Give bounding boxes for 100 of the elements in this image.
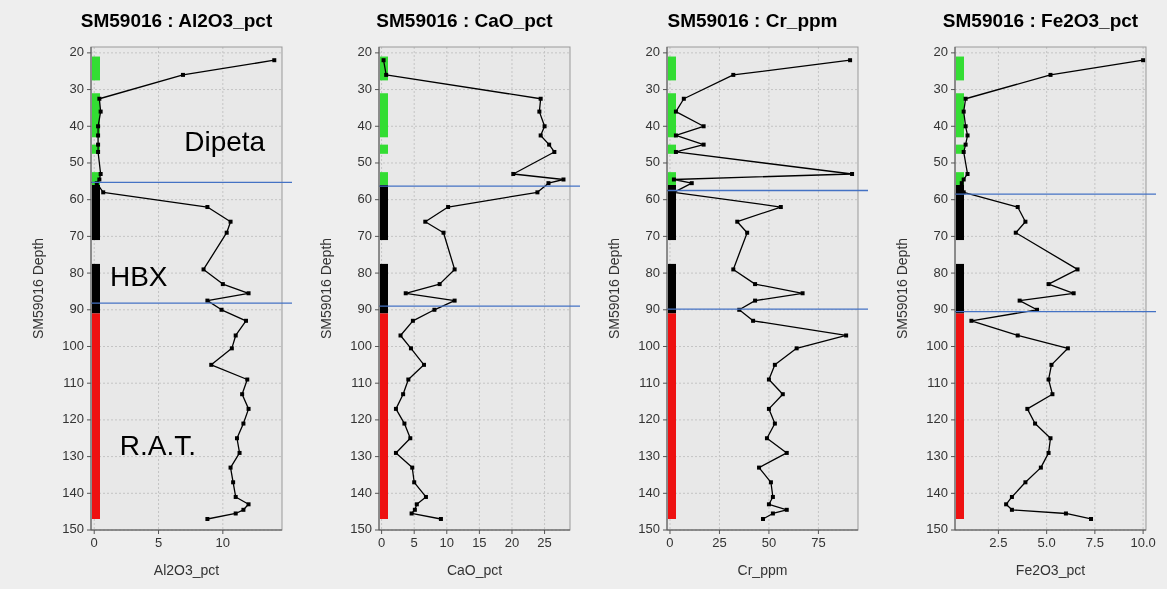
y-tick-label: 80 bbox=[357, 264, 372, 280]
y-tick-label: 40 bbox=[357, 117, 372, 133]
point bbox=[800, 291, 805, 296]
point bbox=[246, 502, 251, 507]
point bbox=[784, 507, 789, 512]
point bbox=[101, 190, 106, 195]
point bbox=[1015, 333, 1020, 338]
point bbox=[844, 333, 849, 338]
y-tick-label: 30 bbox=[645, 81, 660, 97]
y-tick-label: 100 bbox=[62, 337, 84, 353]
y-tick-label: 110 bbox=[63, 374, 84, 390]
x-tick-label: 2.5 bbox=[989, 535, 1008, 550]
point bbox=[780, 392, 785, 397]
y-tick-label: 110 bbox=[351, 374, 372, 390]
point bbox=[673, 149, 678, 154]
point bbox=[241, 421, 246, 426]
x-tick-label: 5 bbox=[410, 535, 418, 550]
y-tick-label: 150 bbox=[638, 521, 660, 537]
point bbox=[421, 362, 426, 367]
point bbox=[770, 511, 775, 516]
point bbox=[766, 502, 771, 507]
point bbox=[1050, 392, 1055, 397]
y-tick-label: 90 bbox=[357, 301, 372, 317]
y-tick-label: 60 bbox=[645, 191, 660, 207]
point bbox=[547, 142, 552, 147]
point bbox=[965, 171, 970, 176]
point bbox=[410, 465, 415, 470]
point bbox=[452, 267, 457, 272]
point bbox=[850, 171, 855, 176]
point bbox=[753, 282, 758, 287]
point bbox=[778, 205, 783, 210]
point bbox=[233, 494, 238, 499]
point bbox=[1048, 436, 1053, 441]
point bbox=[438, 516, 443, 521]
point bbox=[757, 465, 762, 470]
point bbox=[403, 291, 408, 296]
y-tick-label: 20 bbox=[69, 44, 84, 60]
point bbox=[1075, 267, 1080, 272]
point bbox=[219, 307, 224, 312]
point bbox=[96, 124, 101, 129]
y-tick-label: 80 bbox=[645, 264, 660, 280]
y-tick-label: 120 bbox=[926, 411, 948, 427]
point bbox=[98, 109, 103, 114]
y-tick-label: 120 bbox=[638, 411, 660, 427]
y-tick-label: 50 bbox=[357, 154, 372, 170]
y-tick-label: 40 bbox=[933, 117, 948, 133]
point bbox=[233, 333, 238, 338]
point bbox=[272, 58, 277, 63]
y-tick-label: 70 bbox=[357, 227, 372, 243]
point bbox=[963, 142, 968, 147]
point bbox=[398, 333, 403, 338]
point bbox=[228, 219, 233, 224]
point bbox=[423, 219, 428, 224]
point bbox=[731, 72, 736, 77]
point bbox=[96, 142, 101, 147]
y-tick-label: 120 bbox=[62, 411, 84, 427]
x-tick-label: 20 bbox=[504, 535, 520, 550]
x-tick-label: 7.5 bbox=[1085, 535, 1104, 550]
point bbox=[538, 133, 543, 138]
point bbox=[224, 230, 229, 235]
point bbox=[764, 436, 769, 441]
point bbox=[961, 109, 966, 114]
y-tick-label: 150 bbox=[350, 521, 372, 537]
point bbox=[965, 133, 970, 138]
point bbox=[401, 392, 406, 397]
chart-title: SM59016 : Al2O3_pct bbox=[80, 10, 273, 31]
point bbox=[735, 219, 740, 224]
point bbox=[538, 96, 543, 101]
y-tick-label: 100 bbox=[638, 337, 660, 353]
y-tick-label: 130 bbox=[926, 448, 948, 464]
annotation: R.A.T. bbox=[119, 430, 196, 462]
point bbox=[546, 181, 551, 186]
x-tick-label: 10.0 bbox=[1130, 535, 1156, 550]
point bbox=[98, 171, 103, 176]
y-tick-label: 150 bbox=[62, 521, 84, 537]
point bbox=[414, 502, 419, 507]
point bbox=[209, 362, 214, 367]
x-axis-title: Cr_ppm bbox=[737, 562, 788, 578]
point bbox=[766, 377, 771, 382]
point bbox=[794, 346, 799, 351]
point bbox=[1063, 511, 1068, 516]
annotation: HBX bbox=[109, 261, 168, 293]
y-tick-label: 140 bbox=[638, 484, 660, 500]
y-tick-label: 140 bbox=[350, 484, 372, 500]
x-tick-label: 0 bbox=[90, 535, 98, 550]
y-tick-label: 50 bbox=[69, 154, 84, 170]
y-tick-label: 120 bbox=[350, 411, 372, 427]
point bbox=[408, 346, 413, 351]
point bbox=[1071, 291, 1076, 296]
point bbox=[406, 377, 411, 382]
point bbox=[97, 177, 102, 182]
point bbox=[848, 58, 853, 63]
y-tick-label: 40 bbox=[645, 117, 660, 133]
y-tick-label: 60 bbox=[933, 191, 948, 207]
point bbox=[1141, 58, 1146, 63]
point bbox=[1038, 465, 1043, 470]
point bbox=[751, 318, 756, 323]
point bbox=[408, 436, 413, 441]
point bbox=[511, 171, 516, 176]
point bbox=[561, 177, 566, 182]
